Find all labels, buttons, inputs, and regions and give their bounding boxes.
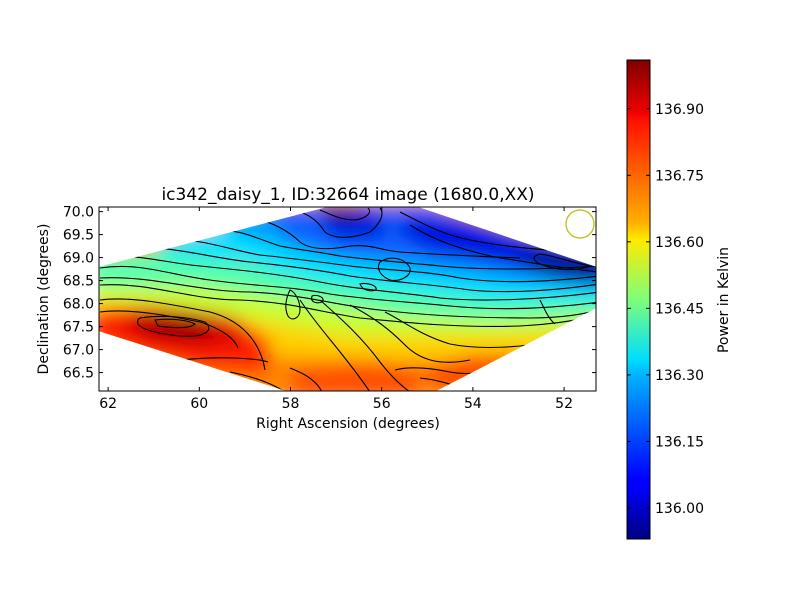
colorbar-tick-label: 136.75 [655,168,704,184]
beam-marker [565,209,595,239]
x-tick-label: 54 [464,396,482,412]
y-tick-label: 68.0 [63,297,94,313]
y-tick-label: 66.5 [63,366,94,382]
x-axis-ticks: 62 60 58 56 54 52 [99,207,573,412]
colorbar-tick-label: 136.60 [655,235,704,251]
y-tick-label: 68.5 [63,274,94,290]
y-axis-label: Declination (degrees) [36,224,52,375]
colorbar-tick-label: 136.15 [655,434,704,450]
y-tick-label: 67.5 [63,320,94,336]
colorbar-tick-label: 136.45 [655,301,704,317]
x-tick-label: 62 [99,396,117,412]
colorbar-ticks: 136.00 136.15 136.30 136.45 136.60 136.75 136.… [627,102,704,517]
x-tick-label: 52 [555,396,573,412]
heatmap-image [99,207,596,391]
x-tick-label: 56 [373,396,391,412]
x-tick-label: 58 [282,396,300,412]
y-tick-label: 67.0 [63,343,94,359]
y-tick-label: 69.0 [63,251,94,267]
colorbar-tick-label: 136.90 [655,102,704,118]
chart-title: ic342_daisy_1, ID:32664 image (1680.0,XX… [161,185,534,205]
colorbar-tick-label: 136.00 [655,501,704,517]
y-axis-ticks: 70.0 69.5 69.0 68.5 68.0 67.5 67.0 66.5 [63,205,596,382]
colorbar [626,59,651,540]
colorbar-tick-label: 136.30 [655,368,704,384]
contour-lines [99,207,596,391]
heatmap-area [99,207,596,391]
x-axis-label: Right Ascension (degrees) [256,416,440,432]
y-tick-label: 70.0 [63,205,94,221]
x-tick-label: 60 [190,396,208,412]
plot-frame [98,206,597,392]
colorbar-label: Power in Kelvin [716,247,732,353]
y-tick-label: 69.5 [63,228,94,244]
